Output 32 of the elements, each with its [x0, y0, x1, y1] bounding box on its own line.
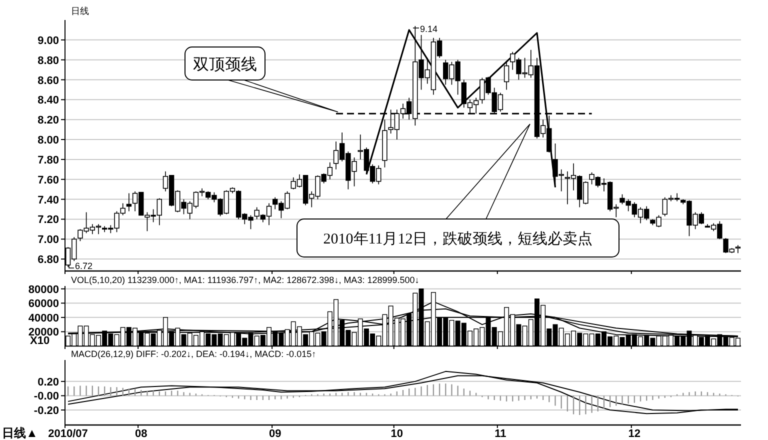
x-tick-label: 2010/07 [48, 428, 88, 440]
y-tick-label: 7.00 [38, 234, 59, 246]
y-tick-label: 6.80 [38, 254, 59, 266]
y-tick-label: 7.80 [38, 154, 59, 166]
chart-title: MACD(26,12,9) DIFF: -0.202↓, DEA: -0.194↓, MACD: -0.015↑ [71, 349, 316, 359]
annotation: 双顶颈线 [193, 55, 257, 74]
y-tick-label: 80000 [28, 284, 59, 296]
x-tick-label: 12 [628, 428, 641, 440]
y-tick-label: 60000 [28, 298, 59, 310]
y-tick-label: 9.00 [38, 34, 59, 47]
y-tick-label: 40000 [28, 312, 59, 324]
y-tick-label: 8.80 [38, 54, 59, 67]
annotation: 2010年11月12日，跌破颈线，短线必卖点 [323, 230, 593, 248]
annotation: 6.72 [75, 261, 93, 271]
y-tick-label: -0.20 [34, 405, 59, 417]
x-tick-label: 08 [135, 428, 148, 440]
y-tick-label: 8.60 [38, 74, 59, 87]
x-tick-label: 10 [390, 428, 404, 440]
y-tick-label: 7.40 [38, 194, 59, 206]
annotation: 9.14 [420, 24, 438, 34]
chart-title: 日线 [71, 6, 89, 16]
y-tick-label: -0.00 [34, 390, 59, 403]
x-tick-label: 11 [494, 428, 506, 440]
chart-title: VOL(5,10,20) 113239.000↑, MA1: 111936.797↑, MA2: 128672.398↓, MA3: 128999.500↓ [71, 275, 420, 285]
text: 日线▲ [2, 426, 38, 440]
x-tick-label: 09 [268, 428, 282, 440]
y-tick-label: 8.00 [38, 134, 59, 147]
y-tick-label: 8.40 [38, 94, 59, 107]
y-tick-label: 7.60 [38, 174, 59, 186]
y-tick-label: 7.20 [38, 214, 59, 226]
y-tick-label: 8.20 [38, 114, 59, 127]
y-tick-label: 0.20 [38, 376, 59, 388]
